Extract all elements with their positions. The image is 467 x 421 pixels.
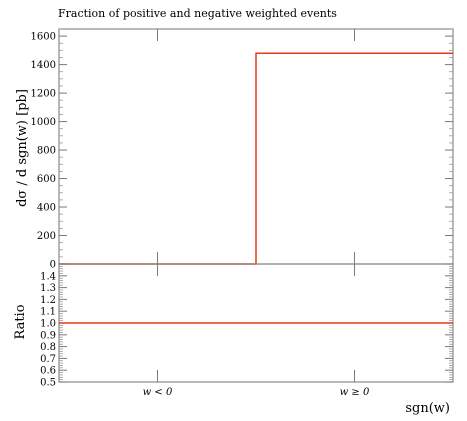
ratio-y-tick-label: 0.8 <box>40 342 56 353</box>
chart-title: Fraction of positive and negative weight… <box>58 7 337 20</box>
main-y-tick-label: 200 <box>37 231 56 242</box>
main-series-line <box>59 52 453 265</box>
ratio-y-tick-label: 1.2 <box>40 295 56 306</box>
main-y-axis-label: dσ / d sgn(w) [pb] <box>15 89 30 207</box>
ratio-y-axis-label: Ratio <box>13 304 28 339</box>
ratio-y-tick-label: 0.9 <box>40 330 56 341</box>
ratio-y-tick-label: 0.5 <box>40 378 56 389</box>
main-y-tick-label: 1600 <box>31 32 56 43</box>
main-y-tick-label: 0 <box>50 260 56 271</box>
ratio-y-tick-label: 1.4 <box>40 271 56 282</box>
x-tick-label: w < 0 <box>143 387 173 398</box>
x-tick-label: w ≥ 0 <box>340 387 370 398</box>
main-y-tick-label: 1400 <box>31 60 56 71</box>
x-axis-label: sgn(w) <box>405 401 450 416</box>
main-y-tick-label: 1000 <box>31 117 56 128</box>
ratio-y-tick-label: 1.1 <box>40 307 56 318</box>
ratio-y-tick-label: 1.0 <box>40 319 56 330</box>
main-y-tick-label: 400 <box>37 203 56 214</box>
ratio-panel: 0.50.60.70.80.91.01.11.21.31.4 w < 0 w ≥ 0 <box>40 263 454 398</box>
ratio-y-tick-label: 0.6 <box>40 366 56 377</box>
main-y-tick-label: 800 <box>37 146 56 157</box>
main-y-tick-label: 1200 <box>31 89 56 100</box>
main-panel: 0 200 400 600 800 1000 1200 1400 1600 <box>31 28 454 271</box>
ratio-y-tick-label: 1.3 <box>40 283 56 294</box>
ratio-y-tick-label: 0.7 <box>40 354 56 365</box>
main-y-tick-label: 600 <box>37 174 56 185</box>
